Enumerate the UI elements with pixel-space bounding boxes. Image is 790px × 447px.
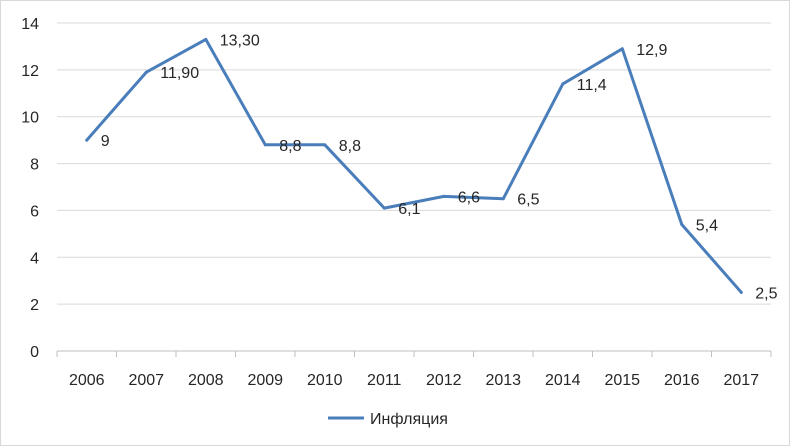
data-label: 11,90 [160,65,199,82]
data-label: 8,8 [279,138,301,155]
y-tick-label: 10 [21,110,39,127]
data-label: 2,5 [755,285,777,302]
x-tick-label: 2006 [69,372,105,389]
legend: Инфляция [328,411,448,428]
data-label: 6,1 [398,201,420,218]
y-tick-label: 12 [21,63,39,80]
data-labels: 9 11,90 13,30 8,8 8,8 6,1 6,6 6,5 11,4 12,9 5,4 2,5 [101,32,778,302]
data-point [739,290,743,294]
x-tick-label: 2014 [545,372,581,389]
y-tick-label: 4 [30,250,39,267]
y-tick-label: 8 [30,157,39,174]
y-tick-label: 14 [21,16,39,33]
x-tick-label: 2011 [367,372,402,389]
data-point [85,138,89,142]
data-point [620,47,624,51]
data-label: 11,4 [577,77,607,94]
data-point [501,197,505,201]
x-tick-label: 2017 [723,372,759,389]
x-axis [56,350,772,357]
x-tick-label: 2009 [247,372,283,389]
y-tick-label: 2 [30,297,39,314]
x-tick-label: 2007 [128,372,164,389]
x-tick-label: 2016 [664,372,700,389]
x-tick-label: 2015 [604,372,640,389]
gridlines [57,22,771,305]
data-label: 8,8 [339,138,361,155]
x-tick-labels: 2006 2007 2008 2009 2010 2011 2012 2013 2014 2015… [69,372,759,389]
data-label: 12,9 [636,42,667,59]
data-point [382,206,386,210]
x-tick-label: 2012 [426,372,462,389]
data-point [204,37,208,41]
series-line-group [85,37,743,294]
series-line-inflation [85,37,743,294]
x-tick-label: 2010 [307,372,343,389]
data-point [442,194,446,198]
data-label: 5,4 [696,217,718,234]
data-label: 6,6 [458,189,480,206]
data-point [561,82,565,86]
data-label: 13,30 [220,32,260,49]
legend-label: Инфляция [370,411,448,428]
data-label: 6,5 [517,192,539,209]
x-tick-label: 2013 [485,372,521,389]
data-point [323,143,327,147]
data-label: 9 [101,133,110,150]
data-point [144,70,148,74]
x-tick-label: 2008 [188,372,224,389]
y-tick-labels: 0 2 4 6 8 10 12 14 [21,16,39,361]
y-tick-label: 0 [30,344,39,361]
y-tick-label: 6 [30,203,39,220]
data-point [263,143,267,147]
data-point [680,222,684,226]
